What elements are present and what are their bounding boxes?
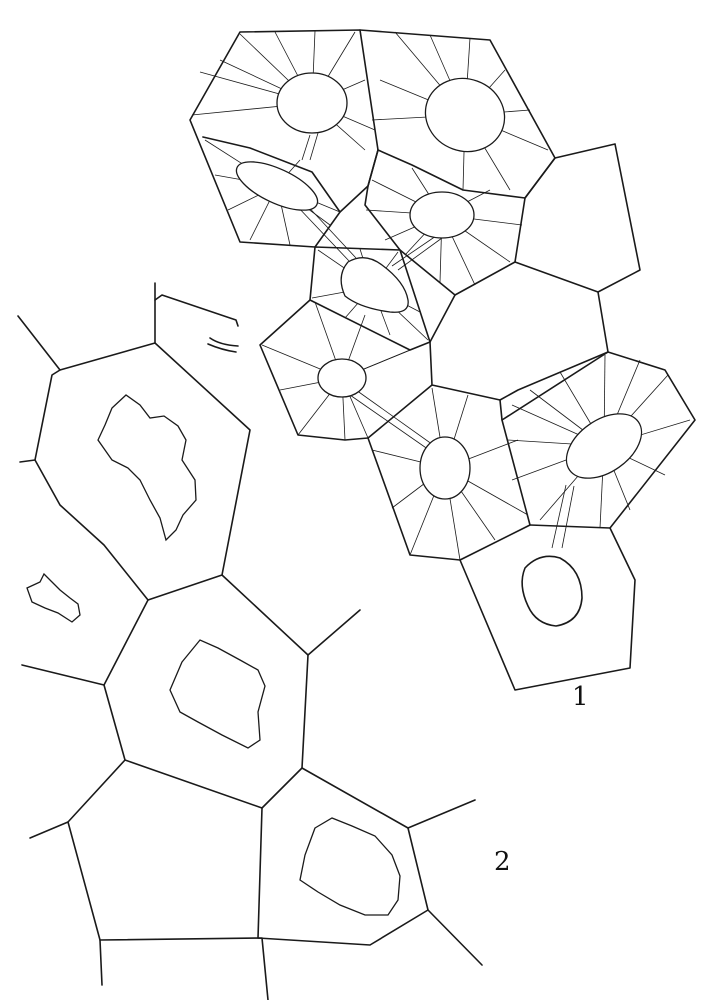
figure-1-label: 1	[572, 682, 589, 712]
cell-walls-fig1	[189, 29, 696, 691]
nuclei-fig1	[235, 72, 643, 500]
figure-2-cell-tissue: 2	[17, 282, 511, 1000]
figure-1-cell-tissue: 1	[189, 29, 696, 712]
vacuole	[521, 555, 583, 627]
figure-2-label: 2	[494, 847, 511, 877]
cell-walls-fig2	[17, 282, 483, 1000]
nuclei-fig2	[26, 394, 401, 916]
